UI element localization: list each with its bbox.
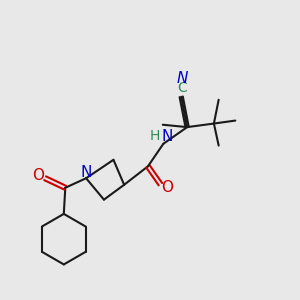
Text: N: N <box>80 165 92 180</box>
Text: N: N <box>162 128 173 143</box>
Text: N: N <box>176 71 188 86</box>
Text: C: C <box>177 82 187 95</box>
Text: H: H <box>150 129 160 143</box>
Text: O: O <box>32 168 44 183</box>
Text: O: O <box>161 180 173 195</box>
